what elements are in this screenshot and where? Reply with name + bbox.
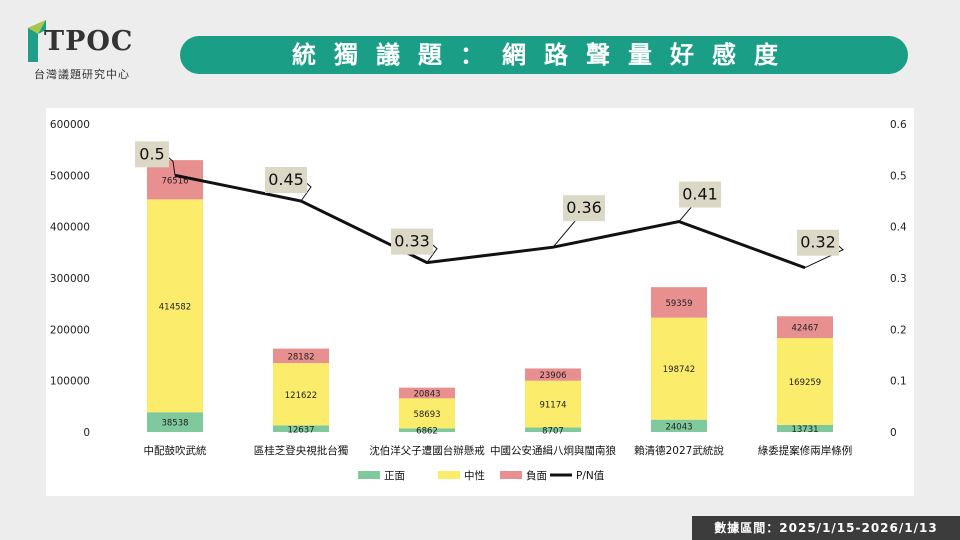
- bar-value-label: 24043: [665, 422, 692, 432]
- bar-value-label: 76516: [161, 176, 188, 186]
- bar-negative: [273, 348, 329, 364]
- pn-label-box: [679, 181, 721, 208]
- bar-positive: [273, 425, 329, 432]
- x-category-label: 沈伯洋父子遭國台辦懸戒: [369, 444, 485, 457]
- legend-swatch: [438, 471, 460, 479]
- bar-value-label: 13731: [791, 425, 818, 435]
- pn-label-box: [135, 141, 169, 168]
- pn-label-box: [391, 228, 433, 255]
- title-banner: [180, 36, 908, 74]
- x-category-label: 中配鼓吹武統: [144, 444, 207, 457]
- bar-value-label: 6862: [416, 427, 438, 437]
- bar-negative: [777, 316, 833, 339]
- logo-subtitle: 台灣議題研究中心: [34, 68, 130, 81]
- chart-panel: 0 100000 200000 300000 400000 500000 600000 0 0.…: [46, 108, 914, 496]
- bar-value-label: 91174: [539, 401, 566, 411]
- bar-positive: [399, 428, 455, 432]
- bar-value-label: 198742: [663, 365, 695, 375]
- page-title: 統獨議題：網路聲量好感度: [292, 41, 796, 69]
- bar-value-label: 12637: [287, 425, 314, 435]
- bar-value-label: 58693: [413, 410, 440, 420]
- bar-negative: [399, 387, 455, 399]
- bar-neutral: [777, 338, 833, 425]
- pn-value-label: 0.45: [268, 170, 304, 189]
- pn-value-label: 0.33: [394, 232, 430, 251]
- x-category-label: 綠委提案修兩岸條例: [758, 444, 853, 457]
- y-right-tick-label: 0.2: [890, 324, 907, 336]
- date-range: 數據區間：2025/1/15-2026/1/13: [692, 516, 960, 540]
- legend-label: 負面: [526, 470, 547, 482]
- y-right-tick-label: 0.6: [890, 119, 907, 131]
- pn-value-label: 0.5: [139, 144, 164, 163]
- bar-value-label: 42467: [791, 324, 818, 334]
- bar-neutral: [273, 363, 329, 426]
- bar-value-label: 414582: [159, 302, 191, 312]
- combo-chart: 0 100000 200000 300000 400000 500000 600000 0 0.…: [50, 119, 907, 482]
- pn-line: [174, 173, 806, 270]
- bar-neutral: [651, 317, 707, 420]
- bar-value-label: 23906: [539, 371, 566, 381]
- bar-value-label: 38538: [161, 419, 188, 429]
- bar-value-label: 121622: [285, 391, 317, 401]
- y-right-tick-label: 0.1: [890, 376, 907, 388]
- y-right-tick-label: 0.4: [890, 222, 907, 234]
- bar-negative: [525, 368, 581, 381]
- logo-text: TPOC: [44, 26, 134, 57]
- tpoc-logo: [28, 20, 46, 62]
- y-left-tick-label: 600000: [50, 119, 90, 131]
- legend-swatch: [500, 471, 522, 479]
- legend-swatch: [358, 471, 380, 479]
- bar-value-label: 169259: [789, 378, 821, 388]
- y-right-tick-label: 0.5: [890, 170, 907, 182]
- pn-value-label: 0.41: [682, 185, 718, 204]
- y-left-tick-label: 100000: [50, 376, 90, 388]
- y-right-tick-label: 0.3: [890, 273, 907, 285]
- bar-value-label: 59359: [665, 299, 692, 309]
- bar-positive: [777, 424, 833, 432]
- pn-label-box: [563, 195, 605, 222]
- bar-positive: [651, 419, 707, 432]
- y-left-tick-label: 300000: [50, 273, 90, 285]
- legend-label: P/N值: [576, 469, 605, 482]
- x-category-label: 區桂芝登央視批台獨: [254, 444, 349, 457]
- pn-value-label: 0.36: [566, 198, 602, 217]
- pn-label-box: [797, 229, 839, 256]
- bar-positive: [147, 412, 203, 432]
- bar-value-label: 8707: [542, 426, 564, 436]
- y-left-tick-label: 500000: [50, 170, 90, 182]
- x-category-label: 中國公安通緝八炯與閩南狼: [490, 444, 616, 457]
- y-left-tick-label: 200000: [50, 324, 90, 336]
- bar-positive: [525, 427, 581, 432]
- bar-negative: [651, 287, 707, 318]
- y-right-tick-label: 0: [890, 427, 897, 439]
- bar-neutral: [399, 398, 455, 429]
- bar-value-label: 28182: [287, 352, 314, 362]
- pn-label-box: [265, 167, 307, 193]
- bar-neutral: [525, 380, 581, 428]
- x-category-label: 賴清德2027武統說: [634, 444, 724, 457]
- bar-neutral: [147, 199, 203, 413]
- y-left-tick-label: 0: [83, 427, 90, 439]
- legend-label: 正面: [384, 470, 405, 482]
- legend-label: 中性: [464, 469, 485, 482]
- y-left-tick-label: 400000: [50, 222, 90, 234]
- pn-value-label: 0.32: [800, 233, 836, 252]
- bar-value-label: 20843: [413, 389, 440, 399]
